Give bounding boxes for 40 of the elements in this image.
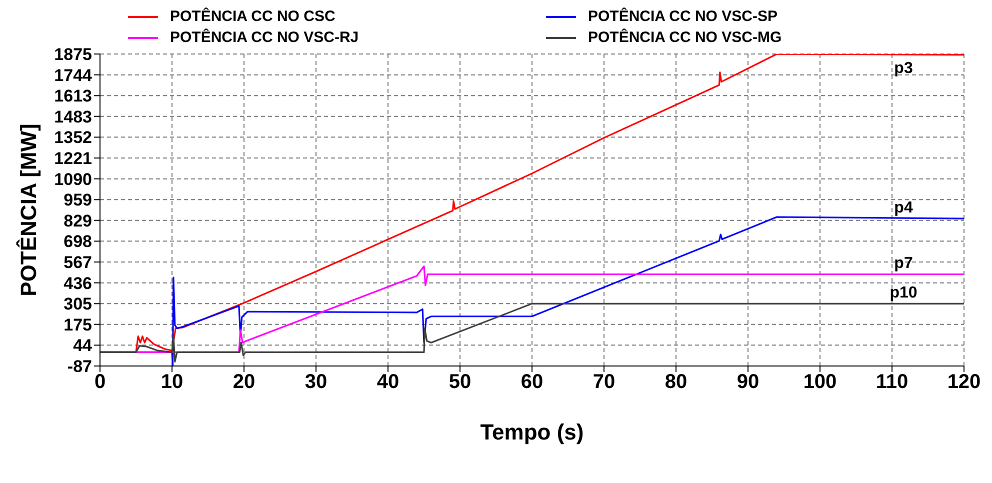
x-tick-label: 80 bbox=[664, 371, 688, 394]
x-tick-label: 0 bbox=[94, 371, 106, 394]
y-tick-label: 829 bbox=[64, 211, 92, 230]
x-tick-label: 40 bbox=[376, 371, 400, 394]
annotation: p10 bbox=[890, 284, 918, 302]
y-tick-label: 959 bbox=[64, 190, 92, 210]
y-tick-label: 1613 bbox=[54, 86, 92, 106]
y-tick-label: 1875 bbox=[54, 45, 92, 64]
y-tick-label: 1352 bbox=[54, 128, 92, 148]
x-tick-label: 60 bbox=[520, 371, 544, 394]
y-tick-label: 567 bbox=[64, 253, 92, 272]
x-tick-label: 50 bbox=[448, 371, 472, 394]
legend-label: POTÊNCIA CC NO CSC bbox=[170, 8, 336, 25]
x-tick-label: 10 bbox=[160, 371, 184, 394]
x-tick-label: 20 bbox=[232, 371, 256, 394]
annotation: p7 bbox=[894, 255, 913, 272]
legend-label: POTÊNCIA CC NO VSC-RJ bbox=[170, 29, 359, 46]
y-tick-label: -87 bbox=[67, 357, 92, 376]
line-series bbox=[100, 302, 964, 363]
x-tick-label: 100 bbox=[803, 371, 837, 394]
y-tick-label: 305 bbox=[64, 294, 92, 314]
y-tick-label: 1221 bbox=[54, 149, 92, 168]
y-axis-title: POTÊNCIA [MW] bbox=[16, 124, 41, 296]
x-tick-label: 30 bbox=[304, 371, 328, 394]
y-tick-label: 1744 bbox=[54, 66, 93, 85]
y-tick-label: 44 bbox=[73, 336, 93, 356]
x-tick-label: 70 bbox=[592, 371, 616, 394]
y-tick-label: 1090 bbox=[54, 170, 92, 189]
y-tick-label: 698 bbox=[64, 232, 92, 252]
y-tick-label: 436 bbox=[64, 274, 92, 293]
annotation: p4 bbox=[894, 200, 913, 217]
x-tick-label: 90 bbox=[736, 371, 760, 394]
legend-label: POTÊNCIA CC NO VSC-SP bbox=[588, 8, 778, 25]
x-tick-label: 120 bbox=[947, 371, 981, 394]
y-tick-label: 1483 bbox=[54, 107, 92, 126]
annotation: p3 bbox=[894, 60, 913, 77]
x-axis-title: Tempo (s) bbox=[480, 420, 584, 445]
x-tick-label: 110 bbox=[876, 371, 908, 394]
legend-label: POTÊNCIA CC NO VSC-MG bbox=[588, 29, 782, 46]
y-tick-label: 175 bbox=[64, 315, 92, 334]
